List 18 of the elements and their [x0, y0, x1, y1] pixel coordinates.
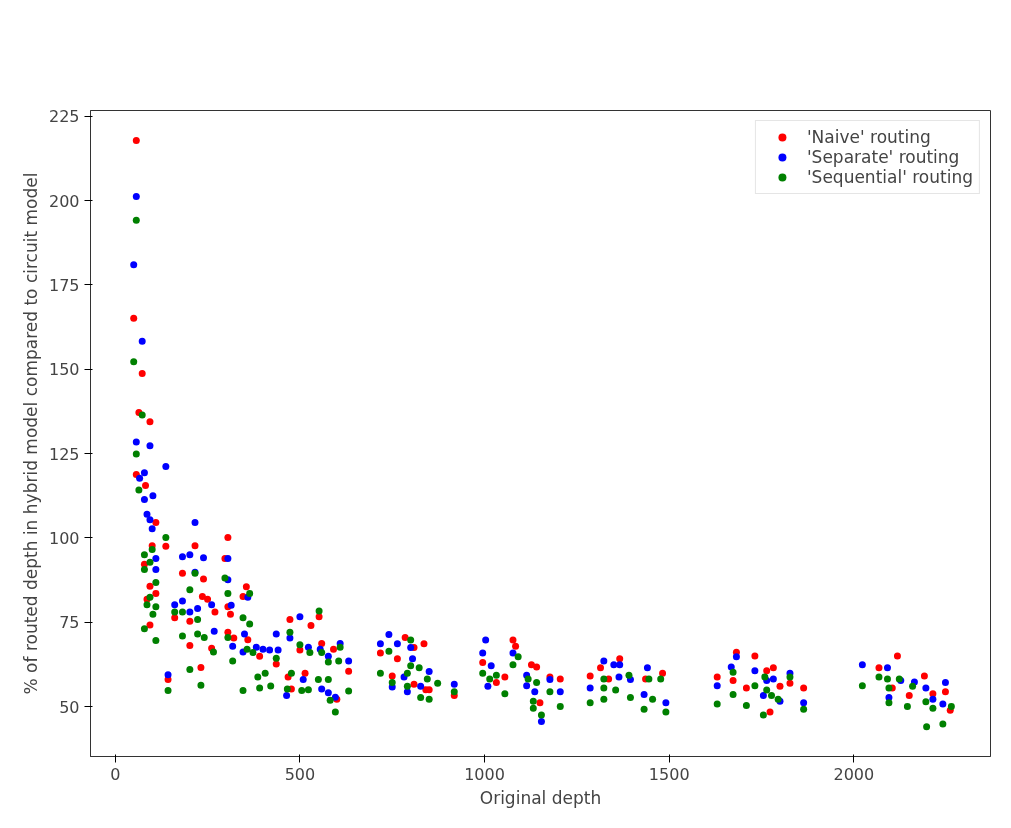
y-tick-label: 100: [48, 528, 80, 548]
y-axis-title: % of routed depth in hybrid model compared to circuit model: [20, 172, 41, 695]
x-axis-title: Original depth: [479, 787, 602, 808]
x-tick-label: 2000: [833, 764, 875, 784]
x-tick-label: 500: [284, 764, 316, 784]
x-tick-label: 1500: [648, 764, 690, 784]
y-tick-label: 75: [59, 613, 80, 633]
legend-label: 'Sequential' routing: [806, 167, 973, 187]
y-tick-label: 125: [48, 444, 80, 464]
y-tick-label: 225: [48, 107, 80, 127]
y-tick-label: 175: [48, 275, 80, 295]
y-tick-label: 200: [48, 191, 80, 211]
legend-label: 'Separate' routing: [806, 147, 960, 167]
legend-label: 'Naive' routing: [806, 127, 931, 147]
x-tick-label: 1000: [464, 764, 505, 784]
x-tick-label: 0: [110, 764, 121, 784]
y-tick-label: 50: [59, 697, 80, 717]
y-tick-label: 150: [48, 360, 80, 380]
